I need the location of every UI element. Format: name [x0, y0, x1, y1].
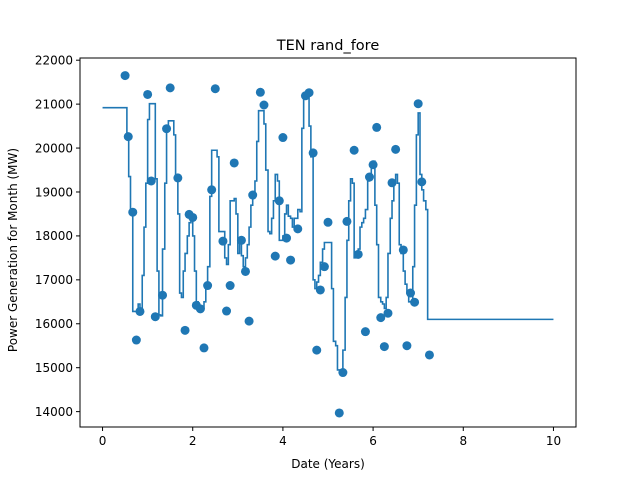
- scatter-point: [270, 251, 280, 261]
- scatter-point: [293, 224, 303, 234]
- scatter-point: [410, 297, 420, 307]
- scatter-point: [143, 89, 153, 99]
- scatter-point: [146, 176, 156, 186]
- scatter-point: [338, 368, 348, 378]
- scatter-point: [218, 236, 228, 246]
- axes: 0 2 4 6 8 10 14000 15000 16000 17000 18000 19000 200…: [35, 53, 577, 448]
- scatter-point: [123, 132, 133, 142]
- scatter-point: [229, 158, 239, 168]
- y-tick-label: 15000: [35, 361, 73, 375]
- scatter-point: [128, 207, 138, 217]
- scatter-point: [323, 217, 333, 227]
- x-axis-label: Date (Years): [291, 457, 365, 471]
- y-axis-label: Power Generation for Month (MW): [6, 148, 20, 352]
- scatter-point: [222, 306, 232, 316]
- scatter-point: [120, 71, 130, 81]
- scatter-point: [379, 342, 389, 352]
- x-tick-label: 10: [546, 434, 561, 448]
- scatter-point: [274, 196, 284, 206]
- scatter-point: [360, 327, 370, 337]
- scatter-point: [286, 255, 296, 265]
- scatter-point: [278, 133, 288, 143]
- scatter-point: [398, 245, 408, 255]
- scatter-point: [424, 350, 434, 360]
- scatter-point: [173, 173, 183, 183]
- y-tick-label: 20000: [35, 141, 73, 155]
- scatter-point: [236, 235, 246, 245]
- scatter-point: [391, 144, 401, 154]
- scatter-point: [207, 185, 217, 195]
- scatter-point: [282, 233, 292, 243]
- x-tick-label: 2: [189, 434, 197, 448]
- scatter-point: [319, 262, 329, 272]
- scatter-point: [364, 172, 374, 182]
- x-tick-label: 4: [279, 434, 287, 448]
- y-tick-label: 17000: [35, 273, 73, 287]
- scatter-point: [417, 177, 427, 187]
- scatter-point: [387, 178, 397, 188]
- scatter-point: [406, 288, 416, 298]
- y-tick-label: 21000: [35, 97, 73, 111]
- scatter-point: [195, 304, 205, 314]
- y-tick-label: 22000: [35, 53, 73, 67]
- y-tick-label: 18000: [35, 229, 73, 243]
- scatter-point: [244, 316, 254, 326]
- y-tick-label: 19000: [35, 185, 73, 199]
- scatter-point: [210, 84, 220, 94]
- series-line: [102, 96, 554, 371]
- scatter-point: [199, 343, 209, 353]
- scatter-point: [308, 148, 318, 158]
- scatter-point: [225, 281, 235, 291]
- scatter-point: [349, 145, 359, 155]
- scatter-point: [248, 190, 258, 200]
- scatter-point: [376, 313, 386, 323]
- scatter-point: [259, 100, 269, 110]
- scatter-point: [131, 335, 141, 345]
- scatter-point: [342, 216, 352, 226]
- x-tick-label: 0: [99, 434, 107, 448]
- scatter-point: [312, 345, 322, 355]
- scatter-point: [353, 249, 363, 259]
- scatter-point: [304, 88, 314, 98]
- axes-frame: [79, 57, 577, 428]
- scatter-point: [315, 285, 325, 295]
- x-tick-label: 8: [459, 434, 467, 448]
- scatter-point: [162, 124, 172, 134]
- scatter-point: [413, 99, 423, 109]
- scatter-point: [180, 325, 190, 335]
- x-tick-label: 6: [369, 434, 377, 448]
- scatter-point: [150, 312, 160, 322]
- scatter-point: [240, 266, 250, 276]
- scatter-point: [203, 281, 213, 291]
- scatter-point: [334, 408, 344, 418]
- scatter-point: [372, 122, 382, 132]
- scatter-point: [188, 212, 198, 222]
- scatter-point: [402, 341, 412, 351]
- scatter-point: [158, 290, 168, 300]
- y-tick-label: 14000: [35, 405, 73, 419]
- scatter-point: [135, 306, 145, 316]
- plot-series-group: [102, 71, 554, 418]
- plot-area: [102, 71, 554, 418]
- chart-title: TEN rand_fore: [276, 38, 380, 54]
- scatter-point: [368, 160, 378, 170]
- scatter-point: [255, 87, 265, 97]
- scatter-point: [165, 83, 175, 93]
- scatter-point: [383, 308, 393, 318]
- y-tick-label: 16000: [35, 317, 73, 331]
